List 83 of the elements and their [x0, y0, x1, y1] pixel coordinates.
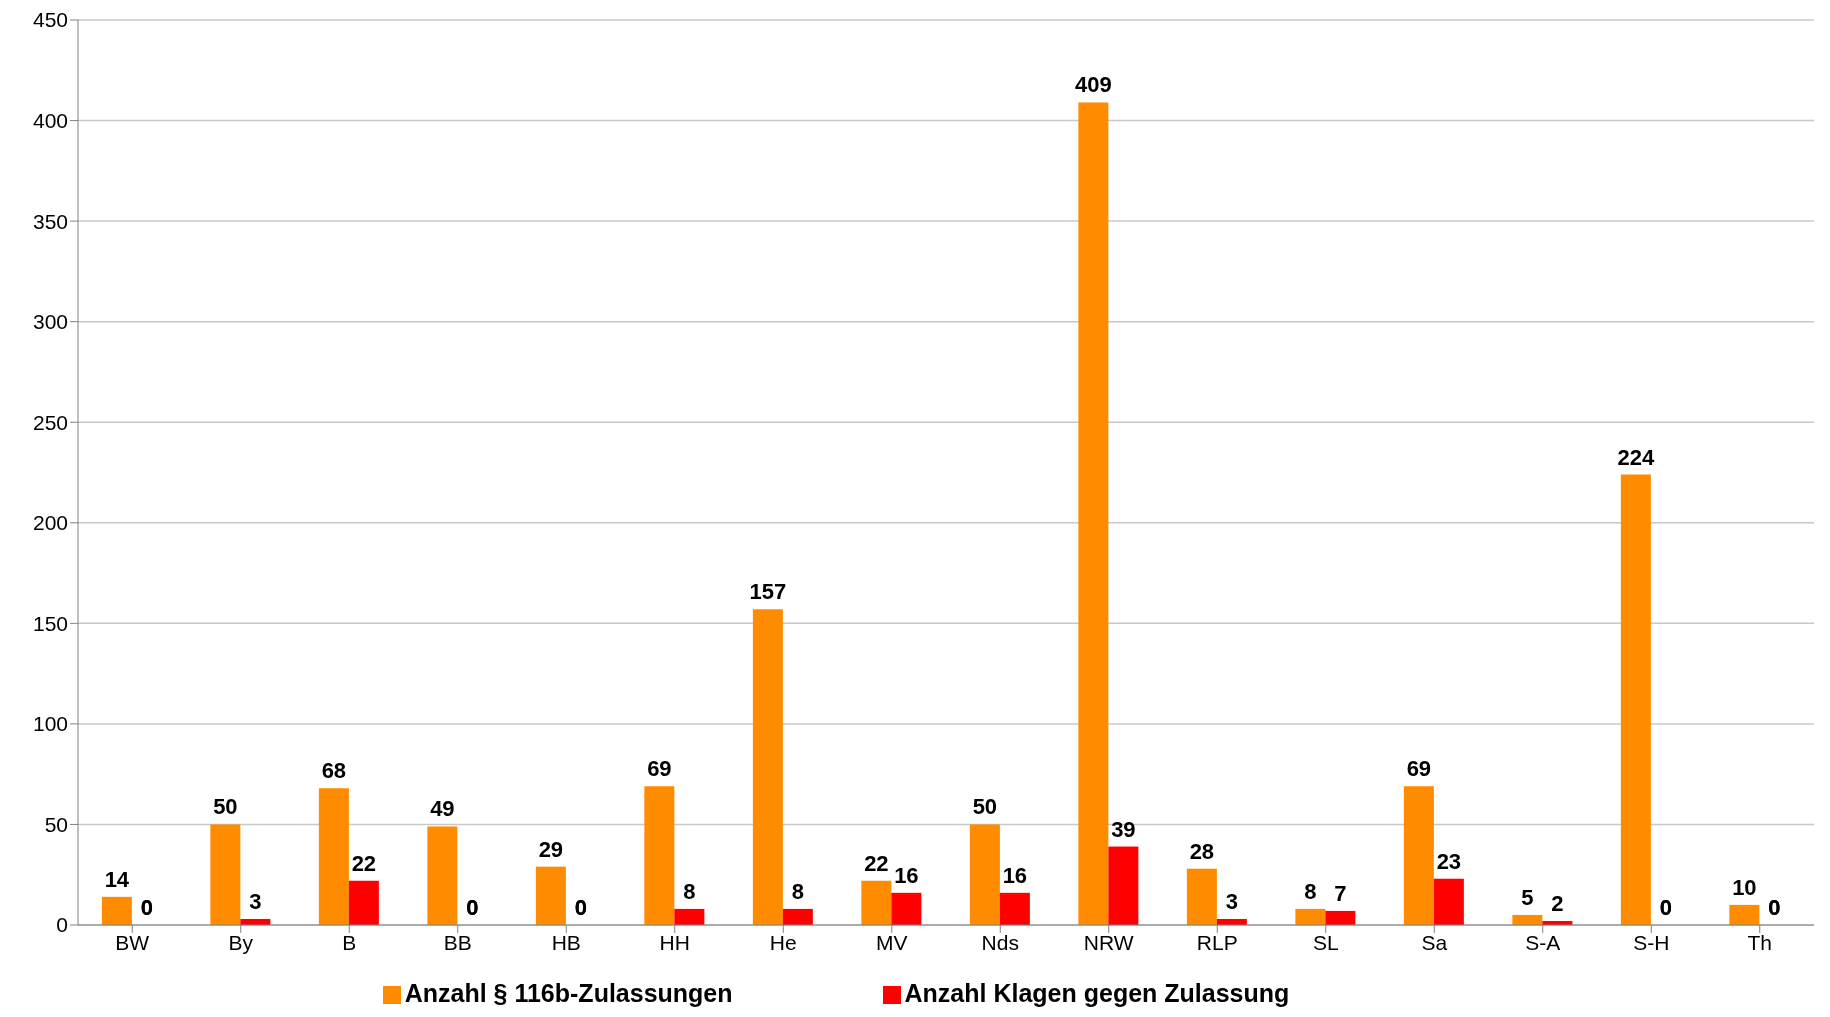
y-tick-label: 50	[44, 812, 68, 836]
x-tick-label: HH	[659, 930, 690, 954]
data-label: 14	[104, 866, 130, 892]
x-tick-label: By	[228, 930, 254, 954]
bar	[1186, 868, 1217, 925]
x-tick-label: MV	[876, 930, 908, 954]
x-tick-label: He	[769, 930, 797, 954]
data-label: 23	[1436, 848, 1462, 874]
bar	[535, 866, 566, 925]
y-tick-label: 450	[32, 8, 68, 32]
data-label: 50	[213, 794, 238, 820]
data-label: 16	[1002, 862, 1028, 888]
x-tick-label: S-A	[1525, 930, 1561, 954]
bar	[674, 908, 705, 925]
data-label: 28	[1189, 838, 1215, 864]
data-label: 3	[1225, 888, 1238, 914]
data-label: 0	[1768, 895, 1781, 920]
legend-label: Anzahl § 116b-Zulassungen	[404, 979, 733, 1007]
bar	[427, 826, 458, 925]
bar	[1325, 910, 1356, 925]
data-label: 29	[538, 836, 564, 862]
data-label: 409	[1075, 72, 1112, 98]
bar	[101, 896, 132, 925]
data-label: 3	[249, 888, 262, 914]
bar	[1433, 878, 1464, 925]
data-label: 22	[351, 850, 377, 876]
data-label: 0	[1659, 895, 1672, 920]
data-label: 7	[1334, 880, 1347, 906]
bar	[1620, 474, 1651, 925]
data-label: 68	[321, 758, 347, 784]
bar	[969, 824, 1000, 925]
data-label: 0	[466, 895, 479, 920]
data-label: 157	[749, 579, 787, 605]
data-label: 0	[574, 895, 587, 920]
data-label: 69	[647, 756, 672, 782]
y-tick-label: 0	[56, 913, 68, 937]
x-tick-label: BW	[115, 930, 150, 954]
x-tick-label: NRW	[1083, 930, 1134, 954]
x-tick-label: SL	[1312, 930, 1339, 954]
data-label: 224	[1617, 444, 1655, 470]
bar	[1108, 846, 1139, 925]
y-tick-label: 400	[32, 109, 68, 133]
y-tick-label: 350	[32, 209, 68, 233]
data-label: 8	[683, 878, 696, 904]
data-label: 5	[1521, 884, 1534, 910]
y-tick-label: 300	[32, 310, 68, 334]
bar	[861, 880, 892, 925]
legend-label: Anzahl Klagen gegen Zulassung	[904, 979, 1290, 1007]
y-tick-label: 150	[32, 611, 68, 635]
x-tick-label: S-H	[1633, 930, 1670, 954]
bar	[782, 908, 813, 925]
bar	[999, 892, 1030, 925]
x-tick-label: RLP	[1196, 930, 1238, 954]
data-label: 50	[972, 794, 998, 820]
y-tick-label: 200	[32, 511, 68, 535]
data-label: 8	[1304, 878, 1317, 904]
data-label: 49	[430, 796, 455, 822]
x-tick-label: Th	[1747, 930, 1773, 954]
bar	[752, 609, 783, 925]
data-label: 39	[1111, 816, 1136, 842]
x-tick-label: Nds	[981, 930, 1019, 954]
y-tick-label: 250	[32, 410, 68, 434]
data-label: 10	[1732, 874, 1757, 900]
bar	[644, 786, 675, 925]
bar	[1403, 786, 1434, 925]
bar	[1078, 102, 1109, 925]
bar	[1729, 904, 1760, 925]
data-label: 2	[1551, 890, 1564, 916]
data-label: 0	[140, 895, 153, 920]
data-label: 16	[894, 862, 919, 888]
x-tick-label: B	[342, 930, 357, 954]
data-label: 22	[864, 850, 889, 876]
x-tick-label: HB	[551, 930, 581, 954]
bar	[210, 824, 241, 925]
bar	[1295, 908, 1326, 925]
bar	[891, 892, 922, 925]
bar	[318, 788, 349, 925]
bar	[348, 880, 379, 925]
y-tick-label: 100	[32, 712, 68, 736]
x-tick-label: BB	[443, 930, 472, 954]
data-label: 8	[791, 878, 804, 904]
data-label: 69	[1406, 756, 1432, 782]
x-tick-label: Sa	[1421, 930, 1448, 954]
